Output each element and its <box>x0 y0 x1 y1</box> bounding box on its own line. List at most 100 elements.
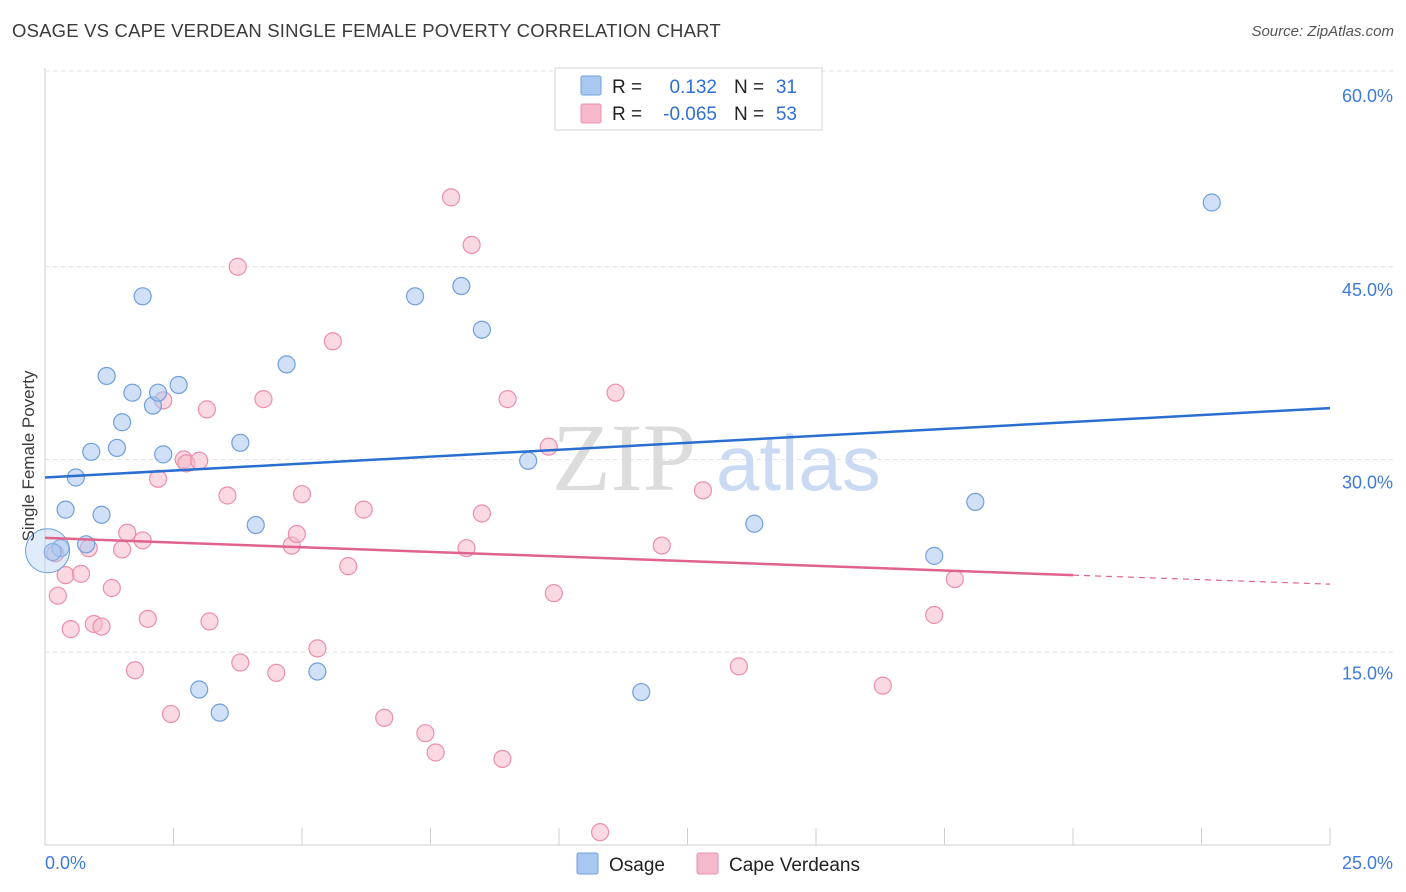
legend-r-value-cape: -0.065 <box>663 104 717 125</box>
y-tick-labels: 15.0% 30.0% 45.0% 60.0% <box>1342 86 1393 683</box>
x-tick-label-min: 0.0% <box>45 853 86 873</box>
point-cape-43 <box>539 437 558 456</box>
point-osage-7 <box>107 438 127 458</box>
y-tick-label-30: 30.0% <box>1342 473 1393 493</box>
point-cape-42 <box>498 390 517 409</box>
point-osage-14 <box>169 375 188 395</box>
point-cape-32 <box>339 557 358 576</box>
point-cape-50 <box>873 676 892 695</box>
point-osage-6 <box>97 366 116 386</box>
point-cape-46 <box>606 383 625 402</box>
point-osage-16 <box>210 703 229 722</box>
point-osage-15 <box>190 680 209 699</box>
point-osage-22 <box>452 276 471 296</box>
point-osage-13 <box>154 445 173 464</box>
point-osage-large <box>25 528 71 574</box>
bottom-legend-swatch-osage <box>576 852 599 875</box>
point-cape-29 <box>292 485 312 504</box>
legend-n-value-cape: 53 <box>776 104 797 125</box>
watermark: ZIP atlas <box>552 404 881 511</box>
point-cape-25 <box>254 390 273 409</box>
point-cape-48 <box>693 481 713 500</box>
bottom-legend-label-osage: Osage <box>609 855 665 876</box>
point-cape-35 <box>416 724 435 743</box>
point-cape-1 <box>48 586 67 605</box>
trend-lines <box>44 406 1331 585</box>
point-cape-13 <box>138 609 157 628</box>
point-osage-5 <box>92 505 111 524</box>
point-osage-12 <box>148 383 168 402</box>
point-osage-29 <box>1202 193 1221 212</box>
point-osage-24 <box>519 451 538 470</box>
trend-line-cape-extension <box>1072 574 1331 585</box>
point-cape-41 <box>493 749 512 769</box>
watermark-zip: ZIP <box>552 404 696 511</box>
point-cape-20 <box>197 400 217 419</box>
point-cape-26 <box>267 663 286 682</box>
point-cape-51 <box>925 605 944 625</box>
point-osage-25 <box>632 682 651 702</box>
point-cape-21 <box>200 612 219 631</box>
y-tick-label-15: 15.0% <box>1342 663 1393 683</box>
legend-n-value-osage: 31 <box>776 77 797 98</box>
bottom-legend-label-cape: Cape Verdeans <box>729 855 860 876</box>
correlation-legend: R = 0.132 N = 31 R = -0.065 N = 53 <box>554 67 823 131</box>
y-tick-label-45: 45.0% <box>1342 280 1393 300</box>
point-osage-30 <box>43 542 62 562</box>
point-osage-20 <box>308 662 327 681</box>
point-cape-4 <box>71 564 91 583</box>
legend-r-value-osage: 0.132 <box>669 77 717 98</box>
point-cape-9 <box>112 540 132 559</box>
point-cape-39 <box>462 235 481 255</box>
chart-title: OSAGE VS CAPE VERDEAN SINGLE FEMALE POVE… <box>12 20 721 41</box>
point-osage-19 <box>277 355 296 374</box>
point-cape-36 <box>426 743 445 762</box>
point-cape-37 <box>441 188 461 207</box>
point-cape-10 <box>118 523 137 542</box>
point-cape-31 <box>323 332 342 351</box>
x-tick-label-max: 25.0% <box>1342 853 1393 873</box>
point-cape-34 <box>375 708 394 727</box>
legend-r-label-osage: R = <box>612 77 642 98</box>
point-osage-9 <box>123 383 142 402</box>
point-cape-30 <box>308 639 327 658</box>
legend-r-label-cape: R = <box>612 104 642 125</box>
point-cape-11 <box>125 661 145 680</box>
point-cape-22 <box>218 486 237 505</box>
point-cape-44 <box>544 584 563 603</box>
point-cape-49 <box>729 657 749 676</box>
point-osage-17 <box>231 433 250 452</box>
point-cape-7 <box>92 617 111 636</box>
point-osage-21 <box>405 287 425 306</box>
point-cape-23 <box>228 257 247 276</box>
source-label: Source: ZipAtlas.com <box>1251 23 1394 40</box>
point-osage-26 <box>745 514 764 533</box>
trend-line-cape <box>44 536 1074 577</box>
point-osage-18 <box>246 515 265 535</box>
point-cape-24 <box>231 653 250 672</box>
y-tick-label-60: 60.0% <box>1342 86 1393 106</box>
legend-n-label-cape: N = <box>734 104 764 125</box>
data-points <box>25 188 1221 842</box>
point-cape-47 <box>652 536 671 555</box>
bottom-legend-swatch-cape <box>696 852 719 875</box>
gridlines <box>45 70 1393 653</box>
series-legend: Osage Cape Verdeans <box>576 852 860 876</box>
point-cape-3 <box>61 620 80 639</box>
trend-line-osage <box>44 406 1331 479</box>
legend-swatch-cape <box>580 103 602 124</box>
point-cape-28 <box>287 524 306 544</box>
point-osage-4 <box>82 442 101 461</box>
point-osage-27 <box>925 546 944 565</box>
point-cape-40 <box>472 504 491 523</box>
point-cape-33 <box>354 500 373 519</box>
point-osage-2 <box>66 468 85 487</box>
point-cape-19 <box>190 451 209 470</box>
y-axis-label: Single Female Poverty <box>19 370 38 542</box>
legend-swatch-osage <box>580 75 602 96</box>
x-tick-marks <box>44 828 1331 845</box>
point-osage-8 <box>112 413 132 432</box>
point-osage-10 <box>133 287 152 306</box>
point-cape-52 <box>945 569 964 589</box>
